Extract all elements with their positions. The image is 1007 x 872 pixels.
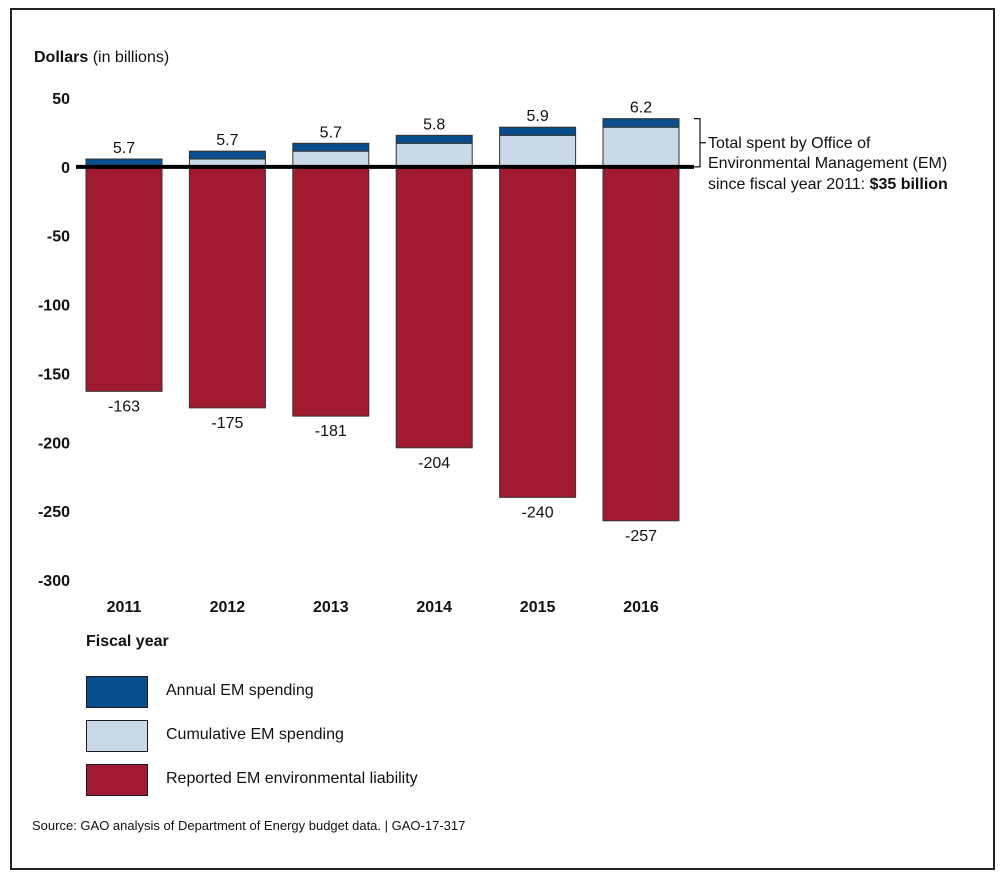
x-tick-label: 2014 <box>416 599 452 616</box>
y-tick-label: -250 <box>38 504 70 521</box>
annual-value-label: 5.7 <box>113 140 135 157</box>
cumulative-bar <box>395 142 473 168</box>
x-tick-label: 2011 <box>107 599 142 616</box>
bar-group <box>85 118 680 522</box>
annual-bar <box>188 150 266 160</box>
annotation-line-1: Total spent by Office of <box>708 135 871 152</box>
y-axis-label: Dollars (in billions) <box>34 49 169 66</box>
bar-label-group: 5.7 -163 5.7 -175 5.7 -181 5.8 -204 5.9 -240 6.2 -2… <box>108 100 657 545</box>
annotation-bracket <box>694 118 706 168</box>
annual-value-label: 5.7 <box>216 132 238 149</box>
legend-label-liability: Reported EM environmental liability <box>166 770 418 787</box>
annual-bar <box>499 126 577 136</box>
x-tick-label: 2013 <box>313 599 349 616</box>
legend-item-liability: Reported EM environmental liability <box>86 764 486 798</box>
source-note: Source: GAO analysis of Department of En… <box>32 818 466 833</box>
y-tick-labels: 50 0 -50 -100 -150 -200 -250 -300 <box>38 91 70 590</box>
y-tick-label: 50 <box>52 91 70 108</box>
liability-bar <box>188 166 266 409</box>
cumulative-bar <box>499 134 577 168</box>
y-tick-label: -300 <box>38 573 70 590</box>
annotation-line-3: since fiscal year 2011: $35 billion <box>708 176 948 193</box>
liability-bar <box>292 166 370 417</box>
y-tick-label: -200 <box>38 435 70 452</box>
legend-label-annual: Annual EM spending <box>166 682 314 699</box>
liability-bar <box>499 166 577 498</box>
x-tick-label: 2015 <box>520 599 556 616</box>
liability-value-label: -257 <box>625 528 657 545</box>
annual-value-label: 5.8 <box>423 116 445 133</box>
legend-swatch-annual <box>86 676 148 708</box>
liability-value-label: -204 <box>418 455 450 472</box>
y-tick-label: -150 <box>38 366 70 383</box>
x-tick-label: 2012 <box>210 599 246 616</box>
annual-value-label: 5.7 <box>320 124 342 141</box>
liability-value-label: -163 <box>108 398 140 415</box>
legend-swatch-cumulative <box>86 720 148 752</box>
x-tick-label: 2016 <box>623 599 659 616</box>
legend-item-cumulative: Cumulative EM spending <box>86 720 486 754</box>
annual-bar <box>602 118 680 128</box>
legend-swatch-liability <box>86 764 148 796</box>
cumulative-bar <box>602 126 680 168</box>
liability-bar <box>395 166 473 449</box>
liability-value-label: -175 <box>211 415 243 432</box>
liability-bar <box>85 166 163 392</box>
x-tick-labels: 2011 2012 2013 2014 2015 2016 <box>107 599 659 616</box>
total-spent-annotation: Total spent by Office of Environmental Ma… <box>694 118 948 193</box>
legend-label-cumulative: Cumulative EM spending <box>166 726 344 743</box>
legend-item-annual: Annual EM spending <box>86 676 486 710</box>
cumulative-bar <box>292 150 370 168</box>
annotation-line-2: Environmental Management (EM) <box>708 155 947 172</box>
annual-value-label: 6.2 <box>630 100 652 117</box>
liability-value-label: -181 <box>315 423 347 440</box>
y-tick-label: -50 <box>47 229 70 246</box>
y-tick-label: 0 <box>61 160 70 177</box>
y-tick-label: -100 <box>38 298 70 315</box>
annual-bar <box>292 142 370 152</box>
annual-value-label: 5.9 <box>526 108 548 125</box>
liability-bar <box>602 166 680 522</box>
liability-value-label: -240 <box>522 504 554 521</box>
x-axis-label: Fiscal year <box>86 633 169 650</box>
annual-bar <box>395 134 473 144</box>
